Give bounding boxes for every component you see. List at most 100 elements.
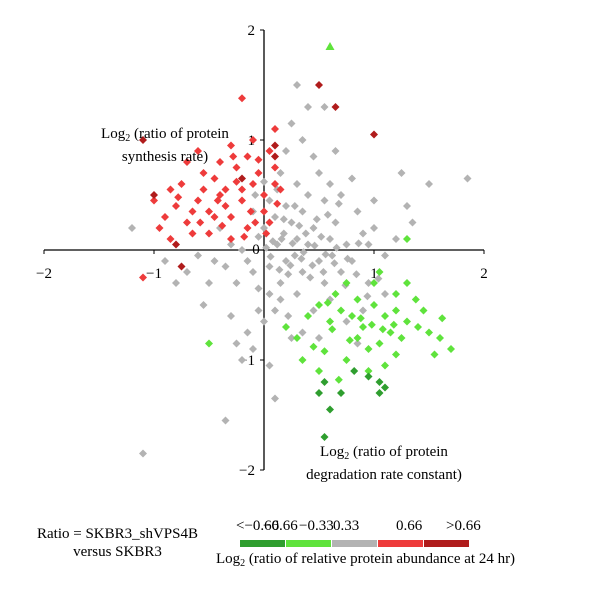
data-point xyxy=(265,218,274,227)
legend-tick-label: −0.33 xyxy=(299,518,334,534)
data-point xyxy=(326,405,334,414)
data-point xyxy=(325,42,335,50)
data-point xyxy=(205,339,213,348)
data-point xyxy=(348,174,356,183)
data-point xyxy=(342,356,351,364)
legend-title-sub: 2 xyxy=(240,558,246,569)
y-axis-label: Log2 (ratio of protein synthesis rate) xyxy=(70,125,260,166)
data-point xyxy=(328,325,337,334)
data-point xyxy=(271,213,279,221)
data-point xyxy=(271,141,279,150)
data-point xyxy=(298,328,307,337)
legend-tick-label: −0.66 xyxy=(263,518,298,534)
data-point xyxy=(353,339,362,348)
data-point xyxy=(227,213,235,221)
data-point xyxy=(370,196,378,205)
data-point xyxy=(210,213,219,221)
data-point xyxy=(419,306,428,315)
x-tick-label: −1 xyxy=(146,266,162,282)
data-point xyxy=(298,356,307,364)
data-point xyxy=(232,339,241,348)
data-point xyxy=(403,317,411,326)
data-point xyxy=(309,152,318,161)
data-point xyxy=(221,185,230,194)
data-point xyxy=(342,279,351,287)
data-point xyxy=(295,221,304,230)
data-point xyxy=(218,221,227,230)
data-point xyxy=(251,218,260,227)
data-point xyxy=(277,235,286,243)
data-point xyxy=(271,394,279,403)
data-point xyxy=(260,317,268,326)
data-point xyxy=(238,174,246,183)
data-point xyxy=(353,207,362,216)
data-point xyxy=(240,232,249,241)
data-point xyxy=(309,342,318,351)
data-point xyxy=(364,345,373,353)
data-point xyxy=(282,257,290,265)
data-point xyxy=(304,240,312,249)
data-point xyxy=(282,147,290,155)
data-point xyxy=(298,207,307,216)
data-point xyxy=(276,279,285,287)
data-point xyxy=(271,125,279,133)
data-point xyxy=(326,317,334,326)
data-point xyxy=(354,239,363,248)
data-point xyxy=(216,158,224,166)
data-point xyxy=(342,240,351,249)
y-axis-label-line2: synthesis rate) xyxy=(121,149,209,165)
data-point xyxy=(172,240,180,249)
data-point xyxy=(323,210,332,219)
data-point xyxy=(353,295,362,304)
data-point xyxy=(370,279,378,287)
data-point xyxy=(375,339,384,348)
data-point xyxy=(381,361,389,370)
data-point xyxy=(359,323,367,331)
data-point xyxy=(282,323,290,331)
data-point xyxy=(326,235,334,243)
data-point xyxy=(254,169,263,177)
data-point xyxy=(213,196,222,205)
data-point xyxy=(238,94,246,103)
data-point xyxy=(298,268,307,276)
data-point xyxy=(356,314,365,323)
y-tick-label: −1 xyxy=(239,353,255,369)
data-point xyxy=(205,207,213,216)
legend-title: Log2 (ratio of relative protein abundanc… xyxy=(216,550,515,573)
data-point xyxy=(315,389,323,397)
data-point xyxy=(221,202,230,210)
data-point xyxy=(177,262,186,271)
data-point xyxy=(320,103,329,111)
data-point xyxy=(238,196,246,205)
data-point xyxy=(323,298,332,307)
legend-swatch xyxy=(378,540,423,547)
data-point xyxy=(331,218,340,227)
data-point xyxy=(359,306,367,315)
data-point xyxy=(363,292,372,301)
data-point xyxy=(288,239,297,248)
data-point xyxy=(139,136,147,144)
data-point xyxy=(229,152,238,161)
data-point xyxy=(392,235,400,243)
data-point xyxy=(299,248,308,257)
data-point xyxy=(304,312,312,320)
data-point xyxy=(320,433,329,441)
data-point xyxy=(196,218,205,227)
data-point xyxy=(210,174,219,183)
data-point xyxy=(293,81,301,89)
legend-title-prefix: Log xyxy=(216,551,241,567)
data-point xyxy=(290,251,299,260)
data-point xyxy=(463,174,472,183)
data-point xyxy=(389,320,398,329)
legend-swatch xyxy=(332,540,377,547)
data-point xyxy=(188,207,197,216)
data-point xyxy=(254,306,263,315)
data-point xyxy=(337,268,345,276)
data-point xyxy=(397,169,406,177)
ratio-note-line2: versus SKBR3 xyxy=(73,544,162,560)
y-axis-label-line1: (ratio of protein xyxy=(133,126,229,142)
data-point xyxy=(315,169,323,177)
data-point xyxy=(306,273,315,282)
data-point xyxy=(337,191,345,199)
data-point xyxy=(128,224,136,232)
